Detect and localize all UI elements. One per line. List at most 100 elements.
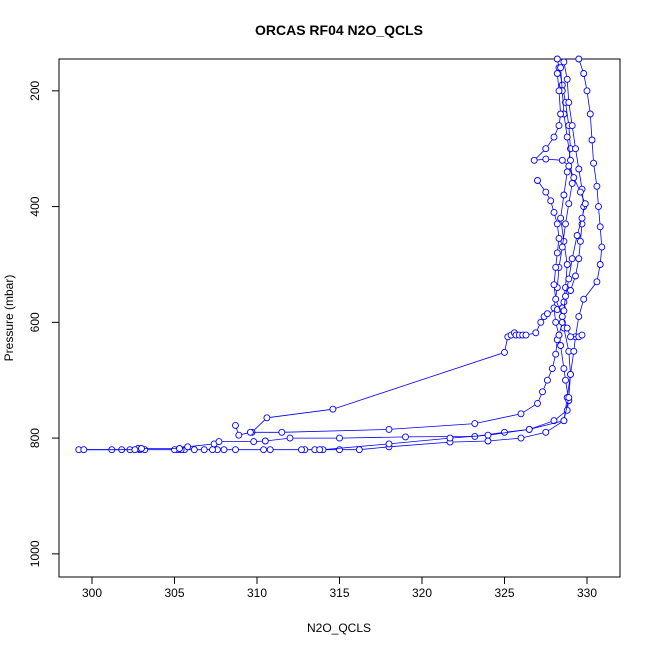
- data-point: [575, 313, 583, 321]
- data-point: [595, 203, 602, 211]
- data-point: [578, 214, 586, 222]
- y-tick-label: 200: [28, 81, 42, 101]
- data-point: [547, 197, 555, 205]
- data-series-5: [232, 70, 589, 439]
- data-point: [385, 425, 393, 433]
- data-point: [471, 420, 479, 428]
- data-point: [581, 200, 589, 208]
- data-point: [576, 188, 584, 196]
- data-point: [552, 295, 560, 303]
- data-point: [557, 342, 565, 349]
- series-line: [251, 61, 585, 433]
- data-point: [558, 243, 566, 251]
- data-point: [563, 324, 571, 332]
- data-point: [550, 281, 558, 289]
- data-point: [567, 333, 574, 341]
- data-point: [575, 165, 583, 173]
- data-point: [567, 287, 574, 294]
- data-point: [596, 261, 604, 268]
- data-point: [567, 370, 574, 378]
- data-point: [517, 410, 525, 418]
- data-point: [552, 318, 560, 326]
- data-point: [563, 168, 571, 176]
- data-point: [543, 310, 551, 318]
- data-point: [298, 446, 305, 454]
- data-point: [580, 70, 588, 77]
- data-point: [552, 350, 560, 358]
- data-point: [565, 275, 573, 283]
- data-point: [550, 208, 558, 216]
- data-point: [558, 156, 566, 164]
- data-point: [542, 428, 550, 436]
- x-tick-label: 330: [577, 586, 597, 600]
- data-point: [572, 272, 579, 280]
- data-point: [583, 87, 591, 95]
- x-tick-label: 320: [412, 586, 432, 600]
- data-point: [562, 220, 569, 228]
- data-point: [572, 145, 579, 153]
- data-point: [246, 428, 254, 436]
- data-point: [131, 446, 139, 454]
- data-series-4: [248, 58, 588, 436]
- data-point: [484, 437, 492, 445]
- data-point: [555, 234, 563, 242]
- data-point: [553, 220, 561, 228]
- data-point: [565, 200, 573, 208]
- data-point: [329, 405, 337, 413]
- data-point: [548, 365, 556, 373]
- data-point: [543, 376, 551, 384]
- data-point: [567, 156, 574, 164]
- x-tick-label: 300: [82, 586, 102, 600]
- data-point: [542, 145, 550, 153]
- data-point: [570, 347, 578, 355]
- data-point: [560, 417, 568, 425]
- data-point: [530, 156, 538, 164]
- data-point: [484, 431, 492, 439]
- data-point: [552, 263, 560, 271]
- data-point: [522, 331, 530, 339]
- data-point: [563, 261, 571, 268]
- data-point: [539, 388, 546, 396]
- x-axis: 300 305 310 315 320 325 330: [82, 576, 597, 600]
- data-point: [562, 376, 569, 384]
- data-series-1: [75, 55, 574, 454]
- data-point: [573, 232, 581, 239]
- data-point: [250, 438, 258, 446]
- data-point: [278, 428, 286, 436]
- data-point: [209, 446, 216, 454]
- x-tick-label: 325: [494, 586, 514, 600]
- data-point: [555, 122, 563, 130]
- data-point: [568, 122, 576, 130]
- chart-title: ORCAS RF04 N2O_QCLS: [255, 22, 423, 38]
- data-series-6: [534, 177, 586, 341]
- data-point: [316, 446, 324, 454]
- data-point: [402, 433, 409, 441]
- data-point: [563, 133, 571, 141]
- data-point: [261, 437, 269, 445]
- data-point: [555, 331, 563, 339]
- data-point: [560, 307, 568, 315]
- data-point: [446, 434, 454, 442]
- data-point: [517, 434, 525, 442]
- data-point: [586, 110, 594, 118]
- data-point: [557, 64, 565, 72]
- data-point: [565, 98, 573, 106]
- data-point: [532, 329, 540, 337]
- data-point: [563, 75, 571, 83]
- data-point: [553, 249, 561, 257]
- data-point: [232, 446, 239, 454]
- data-point: [553, 70, 561, 77]
- x-tick-label: 305: [164, 586, 184, 600]
- data-point: [555, 87, 563, 95]
- data-point: [235, 431, 243, 439]
- data-point: [266, 446, 274, 454]
- y-tick-label: 600: [28, 312, 42, 332]
- y-tick-label: 1000: [28, 540, 42, 567]
- data-point: [588, 136, 596, 144]
- data-point: [525, 425, 533, 433]
- data-point: [190, 446, 198, 454]
- data-point: [138, 445, 145, 452]
- data-point: [580, 295, 588, 303]
- x-tick-label: 315: [329, 586, 349, 600]
